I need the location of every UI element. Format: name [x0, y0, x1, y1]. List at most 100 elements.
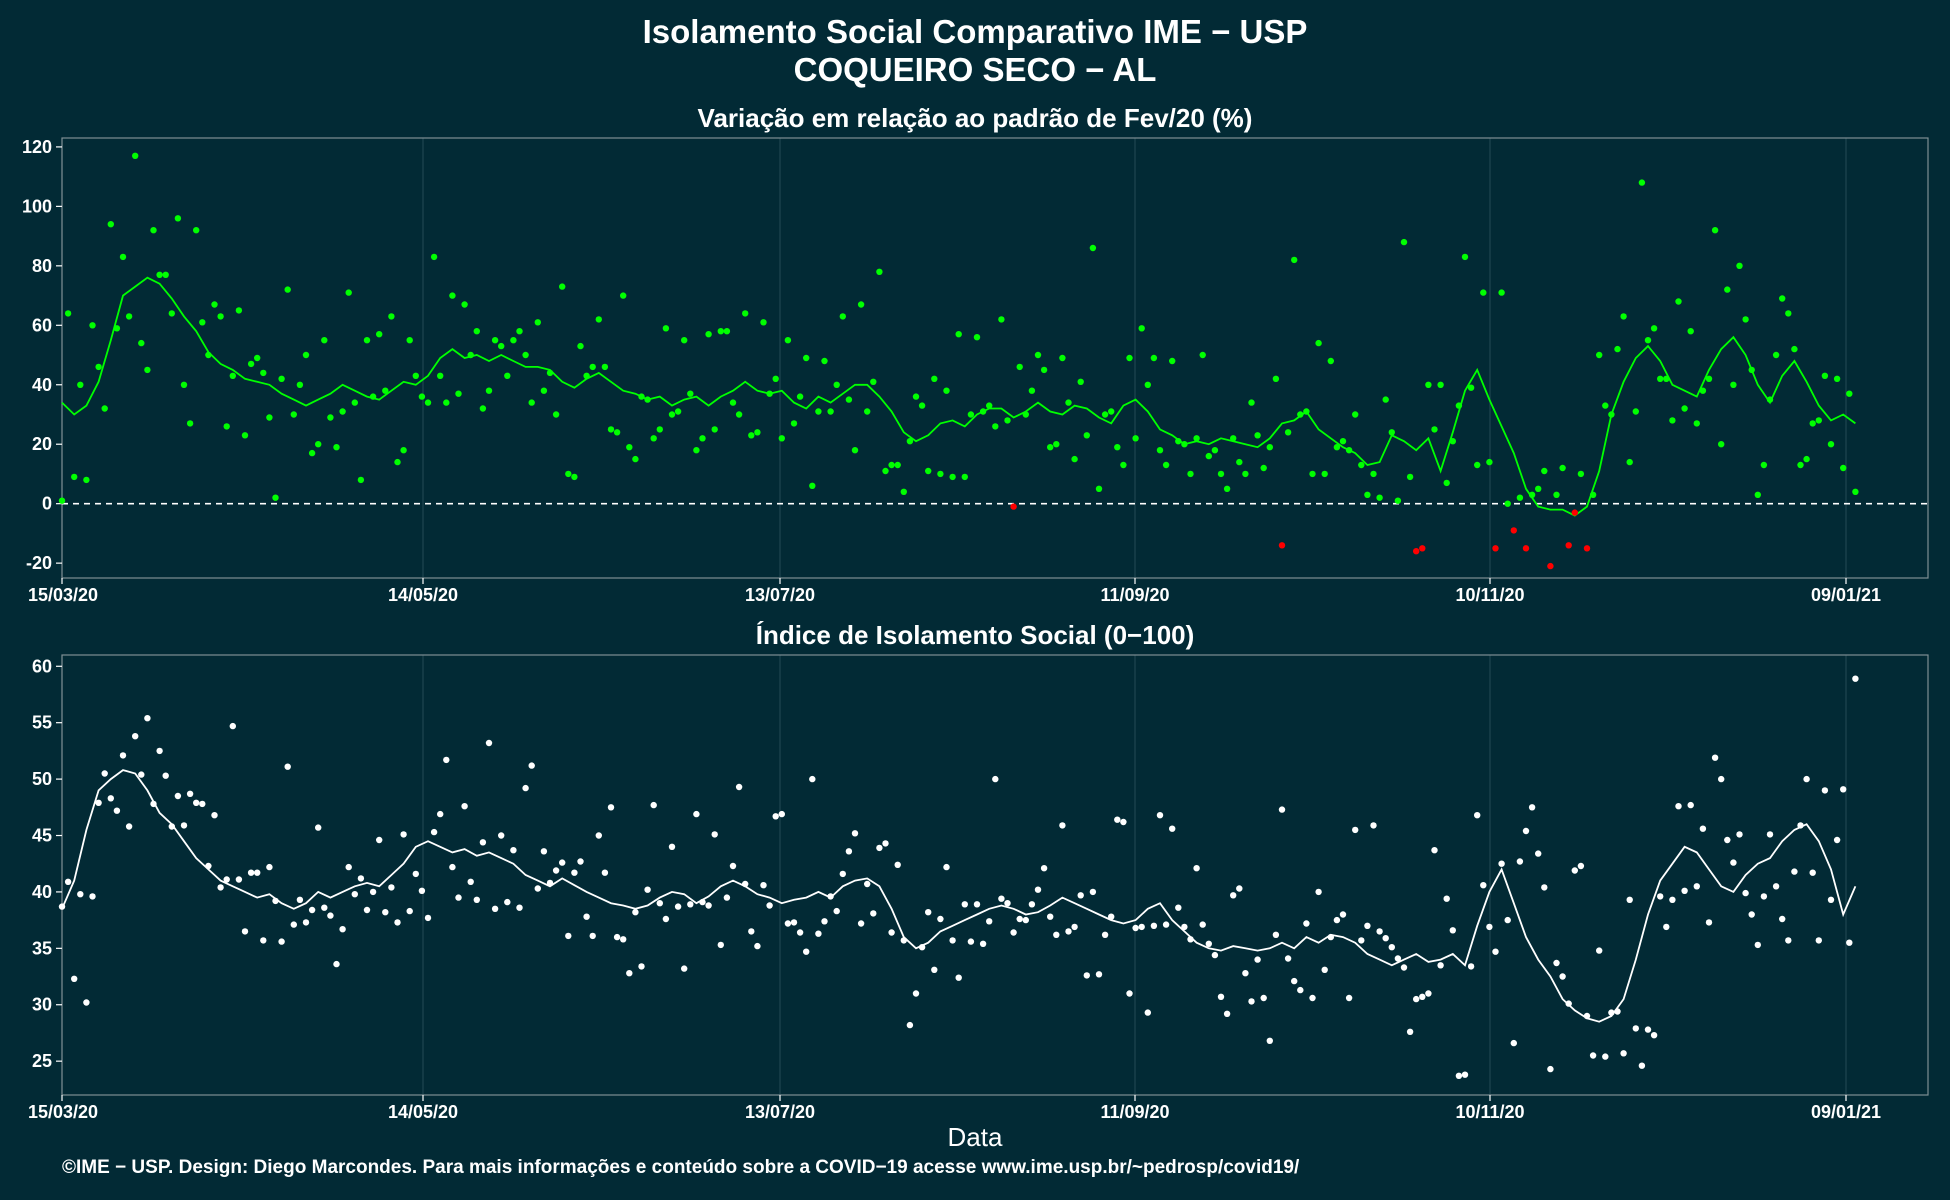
data-point	[205, 351, 212, 359]
data-point	[308, 906, 316, 914]
data-point	[1852, 675, 1859, 682]
data-point	[687, 390, 694, 397]
data-point	[1028, 901, 1036, 908]
data-point	[193, 227, 200, 234]
data-point	[321, 904, 328, 911]
data-point	[906, 438, 914, 445]
data-point	[827, 408, 834, 415]
data-point	[1718, 441, 1725, 448]
data-point	[1364, 922, 1371, 929]
data-point	[1772, 351, 1780, 359]
data-point	[449, 863, 456, 871]
data-point	[973, 901, 981, 908]
data-point	[1114, 816, 1121, 823]
data-point	[1016, 363, 1023, 371]
x-tick-label: 11/09/20	[1100, 1102, 1169, 1122]
data-point	[1193, 865, 1200, 872]
data-point	[357, 476, 365, 484]
data-point	[1358, 937, 1365, 944]
data-point	[1309, 470, 1316, 478]
data-point	[1272, 931, 1280, 938]
x-tick-label: 14/05/20	[388, 1102, 458, 1122]
data-point	[1272, 375, 1280, 382]
data-point	[522, 351, 529, 359]
data-point	[394, 458, 401, 466]
data-point	[455, 894, 462, 901]
data-point	[296, 896, 304, 903]
data-point	[1120, 461, 1127, 469]
data-point	[766, 390, 773, 397]
data-point	[1053, 441, 1060, 448]
data-point	[681, 965, 688, 972]
data-point	[284, 286, 291, 293]
data-point	[1205, 452, 1213, 460]
moving-average-line	[61, 276, 1856, 517]
x-tick-label: 14/05/20	[388, 585, 458, 605]
data-point	[58, 497, 66, 504]
data-point	[1083, 432, 1091, 439]
data-point	[1431, 426, 1438, 433]
data-point	[1425, 381, 1432, 388]
data-point	[723, 328, 731, 335]
data-point	[723, 894, 731, 901]
data-point	[882, 467, 889, 475]
data-point	[1120, 818, 1127, 826]
data-point	[912, 990, 920, 997]
data-point	[1254, 956, 1261, 963]
data-point	[315, 824, 322, 831]
data-point	[1339, 911, 1347, 918]
data-point	[1108, 913, 1115, 920]
data-point	[900, 488, 907, 495]
data-point	[1205, 940, 1213, 947]
data-point	[1687, 801, 1694, 809]
data-point	[1846, 390, 1853, 397]
data-point	[1711, 754, 1719, 761]
data-point	[1236, 885, 1243, 892]
data-point	[1187, 470, 1194, 478]
data-point	[845, 848, 853, 855]
data-point	[1474, 461, 1481, 469]
data-point	[95, 799, 102, 806]
data-point	[229, 722, 236, 730]
data-point	[107, 795, 115, 802]
data-point	[284, 763, 291, 770]
data-point	[1535, 485, 1542, 492]
data-point	[1034, 886, 1042, 893]
data-point	[583, 372, 590, 379]
data-point	[674, 903, 682, 910]
data-point	[1040, 366, 1048, 374]
y-tick-label: 60	[32, 656, 52, 676]
data-point	[1248, 399, 1255, 406]
data-point	[504, 898, 511, 906]
data-point	[1510, 527, 1518, 534]
data-point	[583, 913, 590, 920]
y-tick-label: 35	[32, 938, 52, 958]
data-point	[1809, 869, 1816, 876]
data-point	[1278, 542, 1286, 549]
data-point	[363, 337, 371, 344]
data-point	[961, 901, 968, 908]
data-point	[888, 929, 895, 936]
data-point	[870, 910, 877, 917]
data-point	[1718, 775, 1725, 783]
data-point	[455, 390, 462, 397]
data-point	[571, 473, 578, 481]
data-point	[1327, 357, 1335, 365]
data-point	[1138, 923, 1145, 931]
data-point	[851, 830, 859, 837]
y-tick-label: -20	[26, 553, 52, 573]
data-point	[467, 878, 474, 885]
data-point	[95, 363, 102, 371]
data-point	[986, 402, 993, 409]
data-point	[613, 933, 621, 941]
data-point	[1467, 963, 1475, 970]
data-point	[83, 999, 90, 1006]
data-point	[546, 879, 554, 887]
data-point	[528, 762, 535, 769]
panel2-title: Índice de Isolamento Social (0−100)	[755, 620, 1195, 650]
data-point	[565, 932, 572, 940]
data-point	[1480, 882, 1487, 889]
data-point	[180, 381, 188, 388]
data-point	[1724, 836, 1731, 844]
data-point	[717, 941, 724, 949]
